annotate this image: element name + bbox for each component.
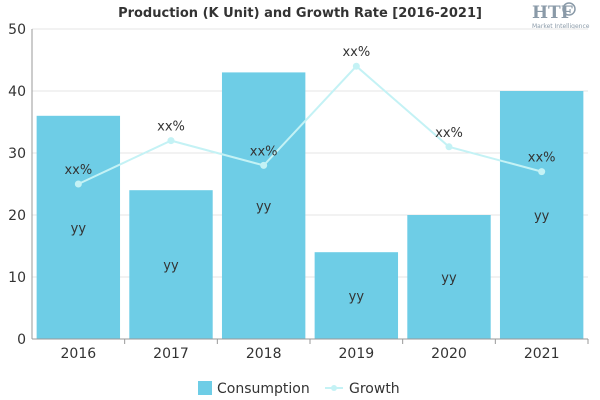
bar bbox=[221, 72, 306, 340]
bars bbox=[36, 72, 584, 340]
gridlines bbox=[32, 28, 588, 278]
bar bbox=[129, 190, 213, 339]
y-tick-label: 0 bbox=[17, 332, 26, 348]
legend-swatch-consumption bbox=[198, 381, 212, 395]
x-tick-label: 2019 bbox=[339, 346, 375, 362]
growth-point bbox=[538, 168, 546, 176]
logo-subtext: Market Intelligence bbox=[532, 23, 590, 30]
logo-text: HTF bbox=[532, 3, 573, 23]
growth-data-label: xx% bbox=[157, 120, 185, 135]
legend-label-consumption: Consumption bbox=[217, 381, 310, 397]
growth-data-label: xx% bbox=[342, 45, 370, 60]
chart-title: Production (K Unit) and Growth Rate [201… bbox=[118, 6, 482, 21]
y-tick-label: 30 bbox=[8, 146, 26, 162]
x-tick-label: 2018 bbox=[246, 346, 282, 362]
bar bbox=[314, 252, 399, 339]
growth-point bbox=[445, 143, 453, 151]
y-tick-label: 40 bbox=[8, 84, 26, 100]
data-labels: yy yy yy yy yy yy xx% xx% xx% xx% xx% xx% bbox=[64, 45, 555, 304]
bar-data-label: yy bbox=[71, 221, 87, 236]
x-tick-label: 2016 bbox=[61, 346, 97, 362]
x-tick-label: 2020 bbox=[431, 346, 467, 362]
growth-data-label: xx% bbox=[528, 151, 556, 166]
bar bbox=[407, 215, 491, 339]
y-tick-label: 20 bbox=[8, 208, 26, 224]
bar-data-label: yy bbox=[256, 200, 272, 215]
growth-data-label: xx% bbox=[250, 144, 278, 159]
bar-data-label: yy bbox=[163, 259, 179, 274]
legend-label-growth: Growth bbox=[349, 381, 400, 397]
growth-point bbox=[74, 180, 82, 188]
x-tick-label: 2017 bbox=[153, 346, 189, 362]
growth-line-path bbox=[77, 64, 542, 185]
axes: 0 10 20 30 40 50 2016 2017 2018 2019 2020 2021 bbox=[8, 22, 589, 362]
y-tick-label: 10 bbox=[8, 270, 26, 286]
x-tick-label: 2021 bbox=[524, 346, 560, 362]
bar-data-label: yy bbox=[534, 209, 550, 224]
growth-point bbox=[167, 137, 175, 145]
bar-data-label: yy bbox=[349, 290, 365, 305]
growth-point bbox=[352, 62, 360, 70]
legend: Consumption Growth bbox=[198, 381, 400, 397]
bar bbox=[499, 91, 584, 339]
growth-data-label: xx% bbox=[64, 163, 92, 178]
bar-data-label: yy bbox=[441, 271, 457, 286]
legend-marker-growth bbox=[331, 385, 337, 391]
growth-data-label: xx% bbox=[435, 126, 463, 141]
growth-line bbox=[74, 62, 546, 188]
y-tick-label: 50 bbox=[8, 22, 26, 38]
company-logo: HTF Market Intelligence bbox=[532, 2, 590, 30]
bar bbox=[36, 115, 121, 339]
growth-point bbox=[260, 161, 268, 169]
globe-icon bbox=[562, 2, 576, 16]
